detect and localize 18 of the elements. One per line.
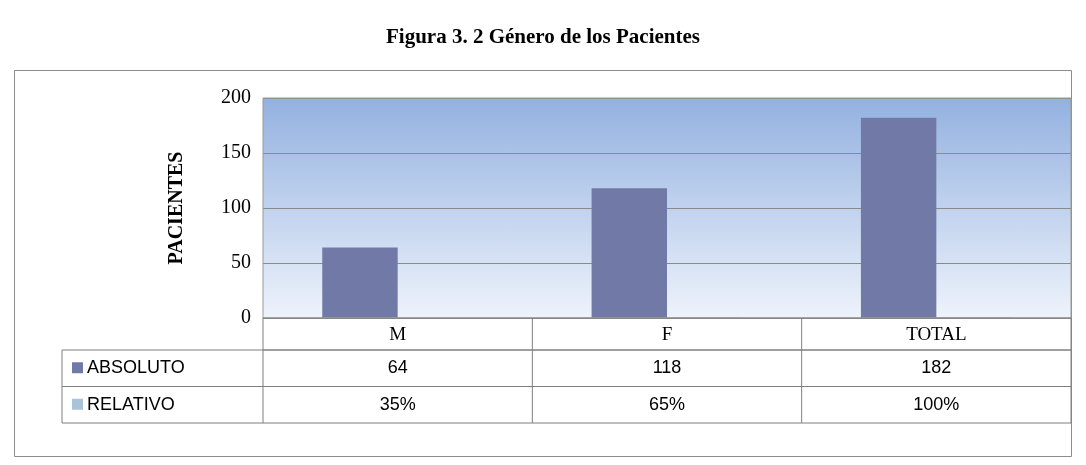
data-label: 35% bbox=[379, 393, 416, 414]
x-tick-label: F bbox=[661, 323, 673, 345]
legend-label: RELATIVO bbox=[87, 393, 175, 414]
y-tick-label: 100 bbox=[221, 195, 251, 218]
x-tick-label: M bbox=[389, 323, 407, 345]
data-label: 100% bbox=[913, 393, 960, 414]
y-tick-label: 0 bbox=[241, 305, 251, 328]
y-tick-label: 200 bbox=[221, 85, 251, 108]
y-axis-title: PACIENTES bbox=[164, 151, 187, 265]
data-label: 118 bbox=[652, 357, 682, 378]
legend-label: ABSOLUTO bbox=[87, 357, 185, 378]
y-tick-label: 150 bbox=[221, 140, 251, 163]
chart-title: Figura 3. 2 Género de los Pacientes bbox=[386, 24, 700, 49]
data-label: 65% bbox=[648, 393, 686, 414]
y-tick-label: 50 bbox=[231, 250, 251, 273]
data-label: 182 bbox=[921, 357, 952, 378]
data-label: 64 bbox=[387, 357, 408, 378]
x-tick-label: TOTAL bbox=[906, 323, 967, 345]
